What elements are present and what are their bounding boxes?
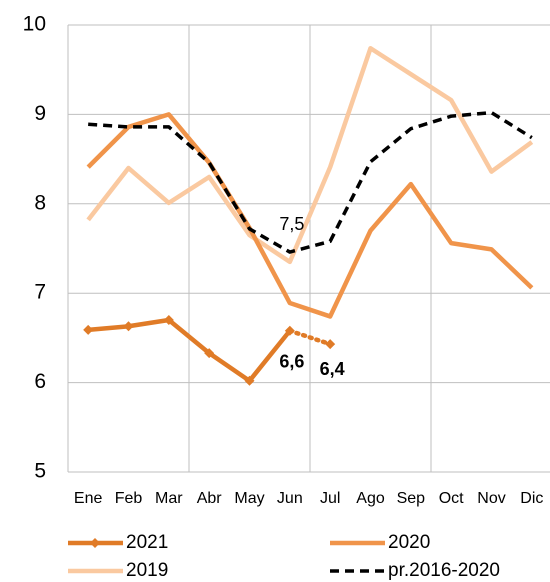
data-label: 7,5 xyxy=(279,214,304,234)
x-tick-label: Mar xyxy=(155,490,183,507)
y-tick-label: 9 xyxy=(34,102,46,125)
y-tick-label: 7 xyxy=(34,281,46,304)
series-line-dotted xyxy=(287,328,333,347)
marker xyxy=(325,339,336,350)
x-tick-label: Nov xyxy=(477,490,505,507)
series-line xyxy=(86,45,534,265)
y-tick-label: 8 xyxy=(34,191,46,214)
x-tick-label: Oct xyxy=(439,490,464,507)
legend-label: pr.2016-2020 xyxy=(388,560,500,581)
marker xyxy=(163,315,174,326)
legend-marker xyxy=(90,538,100,548)
legend-label: 2021 xyxy=(126,532,168,553)
x-tick-label: Ene xyxy=(74,490,103,507)
x-tick-label: Sep xyxy=(397,490,426,507)
marker xyxy=(83,324,94,335)
x-tick-label: Feb xyxy=(115,490,143,507)
data-label: 6,4 xyxy=(320,359,345,379)
series-line xyxy=(86,112,534,319)
y-tick-label: 6 xyxy=(34,370,46,393)
x-tick-label: Jul xyxy=(320,490,340,507)
legend-label: 2019 xyxy=(126,560,168,581)
x-tick-label: Ago xyxy=(356,490,385,507)
data-label: 6,6 xyxy=(279,351,304,371)
y-tick-label: 5 xyxy=(34,460,46,483)
x-tick-label: Jun xyxy=(277,490,303,507)
marker xyxy=(204,348,215,359)
marker xyxy=(123,321,134,332)
marker xyxy=(284,325,295,336)
y-tick-label: 10 xyxy=(23,13,46,36)
x-tick-label: Abr xyxy=(197,490,223,507)
legend-label: 2020 xyxy=(388,532,430,553)
marker xyxy=(244,375,255,386)
x-tick-label: May xyxy=(234,490,264,507)
x-tick-label: Dic xyxy=(520,490,543,507)
series-line xyxy=(87,317,292,384)
